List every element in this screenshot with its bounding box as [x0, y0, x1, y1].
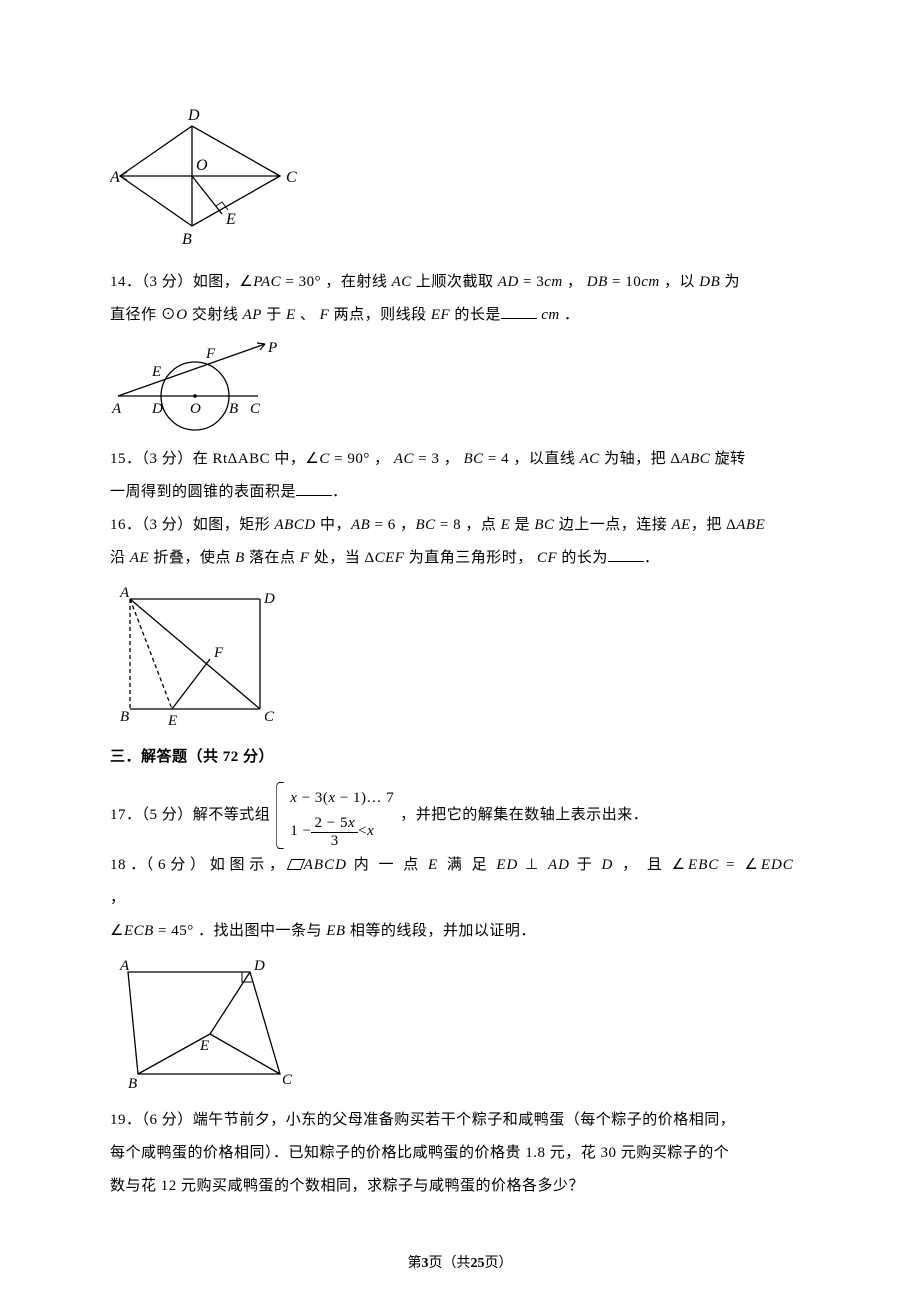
q14-prefix: 14．（3 分）如图， — [110, 274, 239, 290]
svg-text:A: A — [119, 958, 130, 974]
problem-17: 17．（5 分）解不等式组 x − 3(x − 1)… 7 1 − 2 − 5x… — [110, 782, 810, 849]
svg-text:E: E — [199, 1038, 209, 1054]
problem-16: 16．（3 分）如图，矩形 ABCD 中，AB = 6 ，BC = 8 ，点 E… — [110, 509, 810, 575]
svg-text:C: C — [282, 1072, 293, 1088]
svg-text:P: P — [267, 340, 277, 356]
parallelogram-icon — [288, 860, 304, 869]
label-B: B — [182, 231, 192, 248]
problem-18: 18 ．（ 6 分 ） 如 图 示 ， ABCD 内 一 点 E 满 足 ED … — [110, 849, 810, 948]
figure-q14: A D O B C E F P — [110, 338, 810, 433]
figure-q18: A D B C E — [110, 954, 810, 1094]
svg-text:F: F — [205, 346, 216, 362]
svg-text:C: C — [264, 709, 275, 725]
label-O: O — [196, 157, 208, 174]
page-number: 第3页（共25页） — [110, 1252, 810, 1272]
blank-q14 — [501, 305, 537, 320]
svg-text:C: C — [250, 401, 261, 417]
label-A: A — [110, 169, 120, 186]
svg-text:A: A — [111, 401, 122, 417]
problem-14: 14．（3 分）如图，∠PAC = 30° ，在射线 AC 上顺次截取 AD =… — [110, 266, 810, 332]
blank-q15 — [296, 482, 332, 497]
section-3-title: 三．解答题（共 72 分） — [110, 741, 810, 774]
problem-15: 15．（3 分）在 RtΔABC 中，∠C = 90° ， AC = 3 ， B… — [110, 443, 810, 509]
figure-q16: A D B C E F — [110, 581, 810, 731]
svg-text:A: A — [119, 585, 130, 601]
svg-text:E: E — [167, 713, 177, 729]
svg-text:D: D — [151, 401, 163, 417]
label-D: D — [187, 107, 200, 124]
page: A C D B O E 14．（3 分）如图，∠PAC = 30° ，在射线 A… — [0, 0, 920, 1302]
problem-19: 19．（6 分）端午节前夕，小东的父母准备购买若干个粽子和咸鸭蛋（每个粽子的价格… — [110, 1104, 810, 1203]
blank-q16 — [608, 548, 644, 563]
svg-text:F: F — [213, 645, 224, 661]
svg-text:B: B — [128, 1076, 137, 1092]
figure-q13: A C D B O E — [110, 106, 810, 256]
svg-text:D: D — [253, 958, 265, 974]
svg-text:B: B — [120, 709, 129, 725]
svg-text:B: B — [229, 401, 238, 417]
svg-text:E: E — [151, 364, 161, 380]
label-C: C — [286, 169, 297, 186]
label-E: E — [225, 211, 236, 228]
svg-text:D: D — [263, 591, 275, 607]
svg-text:O: O — [190, 401, 201, 417]
